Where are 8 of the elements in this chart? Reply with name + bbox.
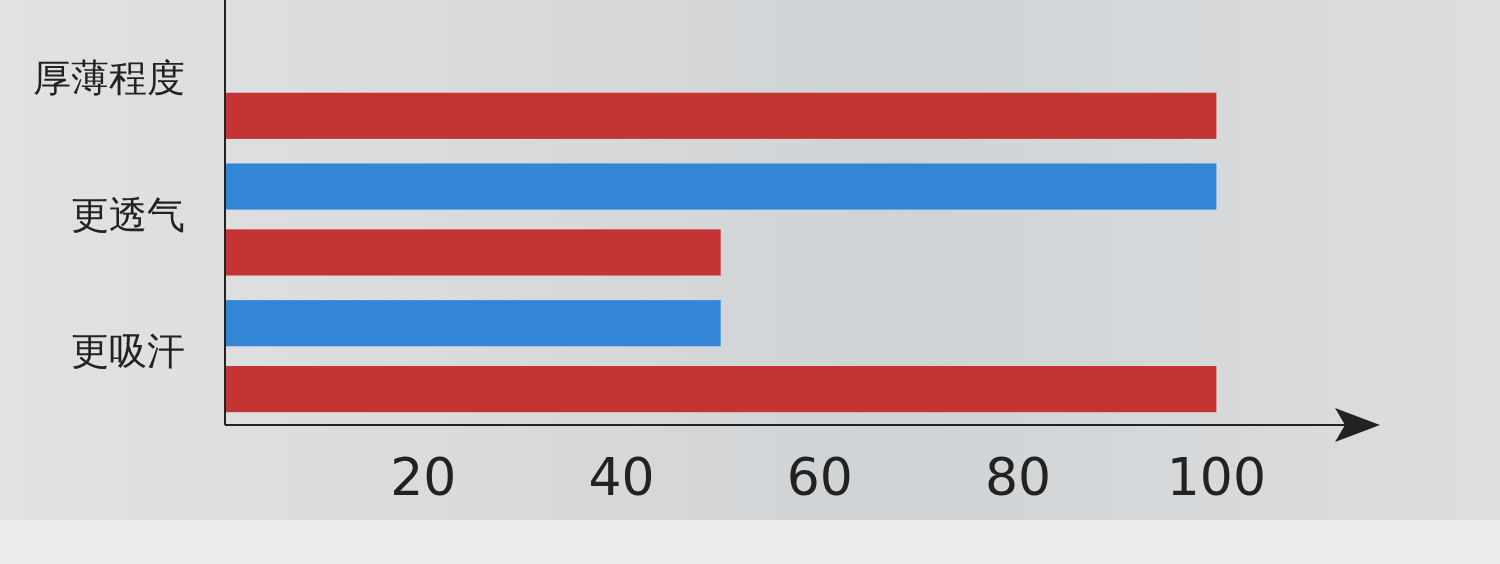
- y-tick-label: 更透气: [71, 192, 185, 237]
- y-tick-label: 厚薄程度: [33, 55, 185, 100]
- x-tick-label: 40: [588, 447, 655, 507]
- x-tick-label: 60: [786, 447, 853, 507]
- x-tick-label: 100: [1166, 447, 1267, 507]
- y-tick-label: 更吸汗: [71, 329, 185, 374]
- x-tick-label: 80: [985, 447, 1052, 507]
- x-tick-label: 20: [390, 447, 457, 507]
